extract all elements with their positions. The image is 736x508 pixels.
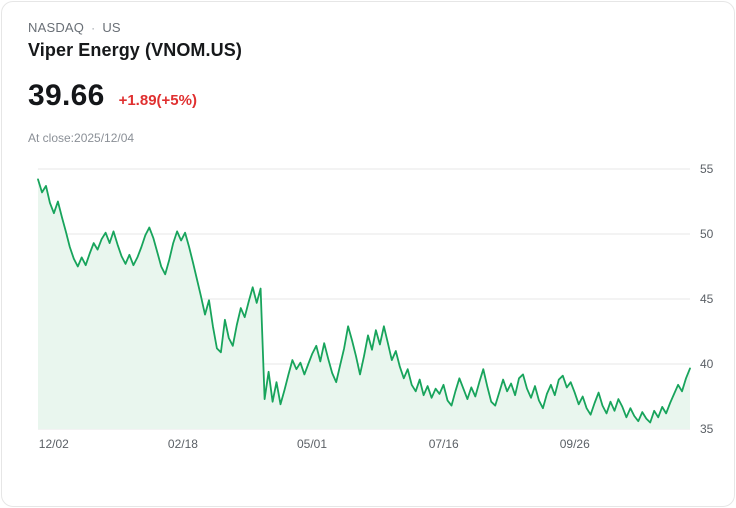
x-axis-tick: 05/01	[297, 437, 328, 451]
y-axis-tick: 35	[700, 422, 714, 436]
y-axis-tick: 45	[700, 292, 714, 306]
exchange-row: NASDAQ · US	[28, 20, 714, 35]
chart-price-line	[37, 178, 691, 424]
as-of-label: At close:2025/12/04	[28, 131, 135, 145]
separator-dot: ·	[91, 20, 96, 35]
y-axis-tick: 40	[700, 357, 714, 371]
price-chart-svg[interactable]	[37, 168, 691, 430]
exchange-label: NASDAQ	[28, 20, 85, 35]
x-axis-tick: 07/16	[428, 437, 459, 451]
price-change: +1.89(+5%)	[118, 92, 197, 109]
y-axis-tick: 50	[700, 227, 714, 241]
x-axis-tick: 09/26	[559, 437, 590, 451]
price-chart: 55 50 45 40 35 12/02 02/18 05/01 07/16 09/26	[37, 162, 730, 469]
x-axis-tick: 12/02	[38, 437, 69, 451]
y-axis-tick: 55	[700, 162, 714, 176]
current-price: 39.66	[28, 79, 105, 112]
x-axis-tick: 02/18	[167, 437, 198, 451]
chart-area-fill	[38, 179, 690, 429]
region-label: US	[102, 20, 121, 35]
price-row: 39.66 +1.89(+5%)	[28, 79, 714, 113]
stock-title: Viper Energy (VNOM.US)	[28, 40, 242, 60]
